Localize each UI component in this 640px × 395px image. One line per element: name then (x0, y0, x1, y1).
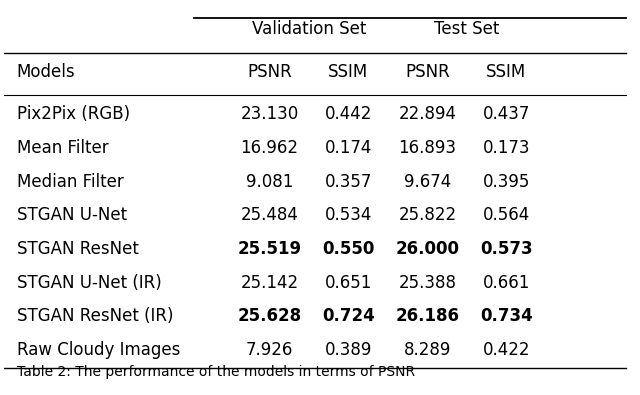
Text: 0.734: 0.734 (480, 307, 532, 325)
Text: 8.289: 8.289 (404, 341, 451, 359)
Text: 0.173: 0.173 (483, 139, 530, 157)
Text: Pix2Pix (RGB): Pix2Pix (RGB) (17, 105, 130, 123)
Text: STGAN ResNet: STGAN ResNet (17, 240, 139, 258)
Text: Table 2: The performance of the models in terms of PSNR: Table 2: The performance of the models i… (17, 365, 415, 379)
Text: 0.573: 0.573 (480, 240, 532, 258)
Text: 9.081: 9.081 (246, 173, 293, 191)
Text: 16.962: 16.962 (241, 139, 298, 157)
Text: 25.388: 25.388 (398, 274, 456, 292)
Text: 0.534: 0.534 (324, 206, 372, 224)
Text: 0.564: 0.564 (483, 206, 530, 224)
Text: 22.894: 22.894 (398, 105, 456, 123)
Text: PSNR: PSNR (247, 63, 292, 81)
Text: 0.442: 0.442 (324, 105, 372, 123)
Text: 0.550: 0.550 (322, 240, 374, 258)
Text: 0.651: 0.651 (324, 274, 372, 292)
Text: 0.395: 0.395 (483, 173, 530, 191)
Text: Test Set: Test Set (434, 20, 499, 38)
Text: STGAN U-Net: STGAN U-Net (17, 206, 127, 224)
Text: STGAN U-Net (IR): STGAN U-Net (IR) (17, 274, 161, 292)
Text: STGAN ResNet (IR): STGAN ResNet (IR) (17, 307, 173, 325)
Text: PSNR: PSNR (405, 63, 450, 81)
Text: 0.437: 0.437 (483, 105, 530, 123)
Text: Raw Cloudy Images: Raw Cloudy Images (17, 341, 180, 359)
Text: 9.674: 9.674 (404, 173, 451, 191)
Text: SSIM: SSIM (328, 63, 369, 81)
Text: 16.893: 16.893 (398, 139, 456, 157)
Text: 26.186: 26.186 (396, 307, 460, 325)
Text: 0.389: 0.389 (324, 341, 372, 359)
Text: Validation Set: Validation Set (252, 20, 367, 38)
Text: Models: Models (17, 63, 76, 81)
Text: 25.628: 25.628 (237, 307, 301, 325)
Text: 0.357: 0.357 (324, 173, 372, 191)
Text: Mean Filter: Mean Filter (17, 139, 108, 157)
Text: 0.661: 0.661 (483, 274, 530, 292)
Text: Median Filter: Median Filter (17, 173, 124, 191)
Text: SSIM: SSIM (486, 63, 527, 81)
Text: 0.422: 0.422 (483, 341, 530, 359)
Text: 0.174: 0.174 (324, 139, 372, 157)
Text: 25.822: 25.822 (398, 206, 456, 224)
Text: 25.142: 25.142 (241, 274, 298, 292)
Text: 25.519: 25.519 (237, 240, 301, 258)
Text: 25.484: 25.484 (241, 206, 298, 224)
Text: 0.724: 0.724 (322, 307, 375, 325)
Text: 7.926: 7.926 (246, 341, 293, 359)
Text: 26.000: 26.000 (396, 240, 460, 258)
Text: 23.130: 23.130 (241, 105, 299, 123)
